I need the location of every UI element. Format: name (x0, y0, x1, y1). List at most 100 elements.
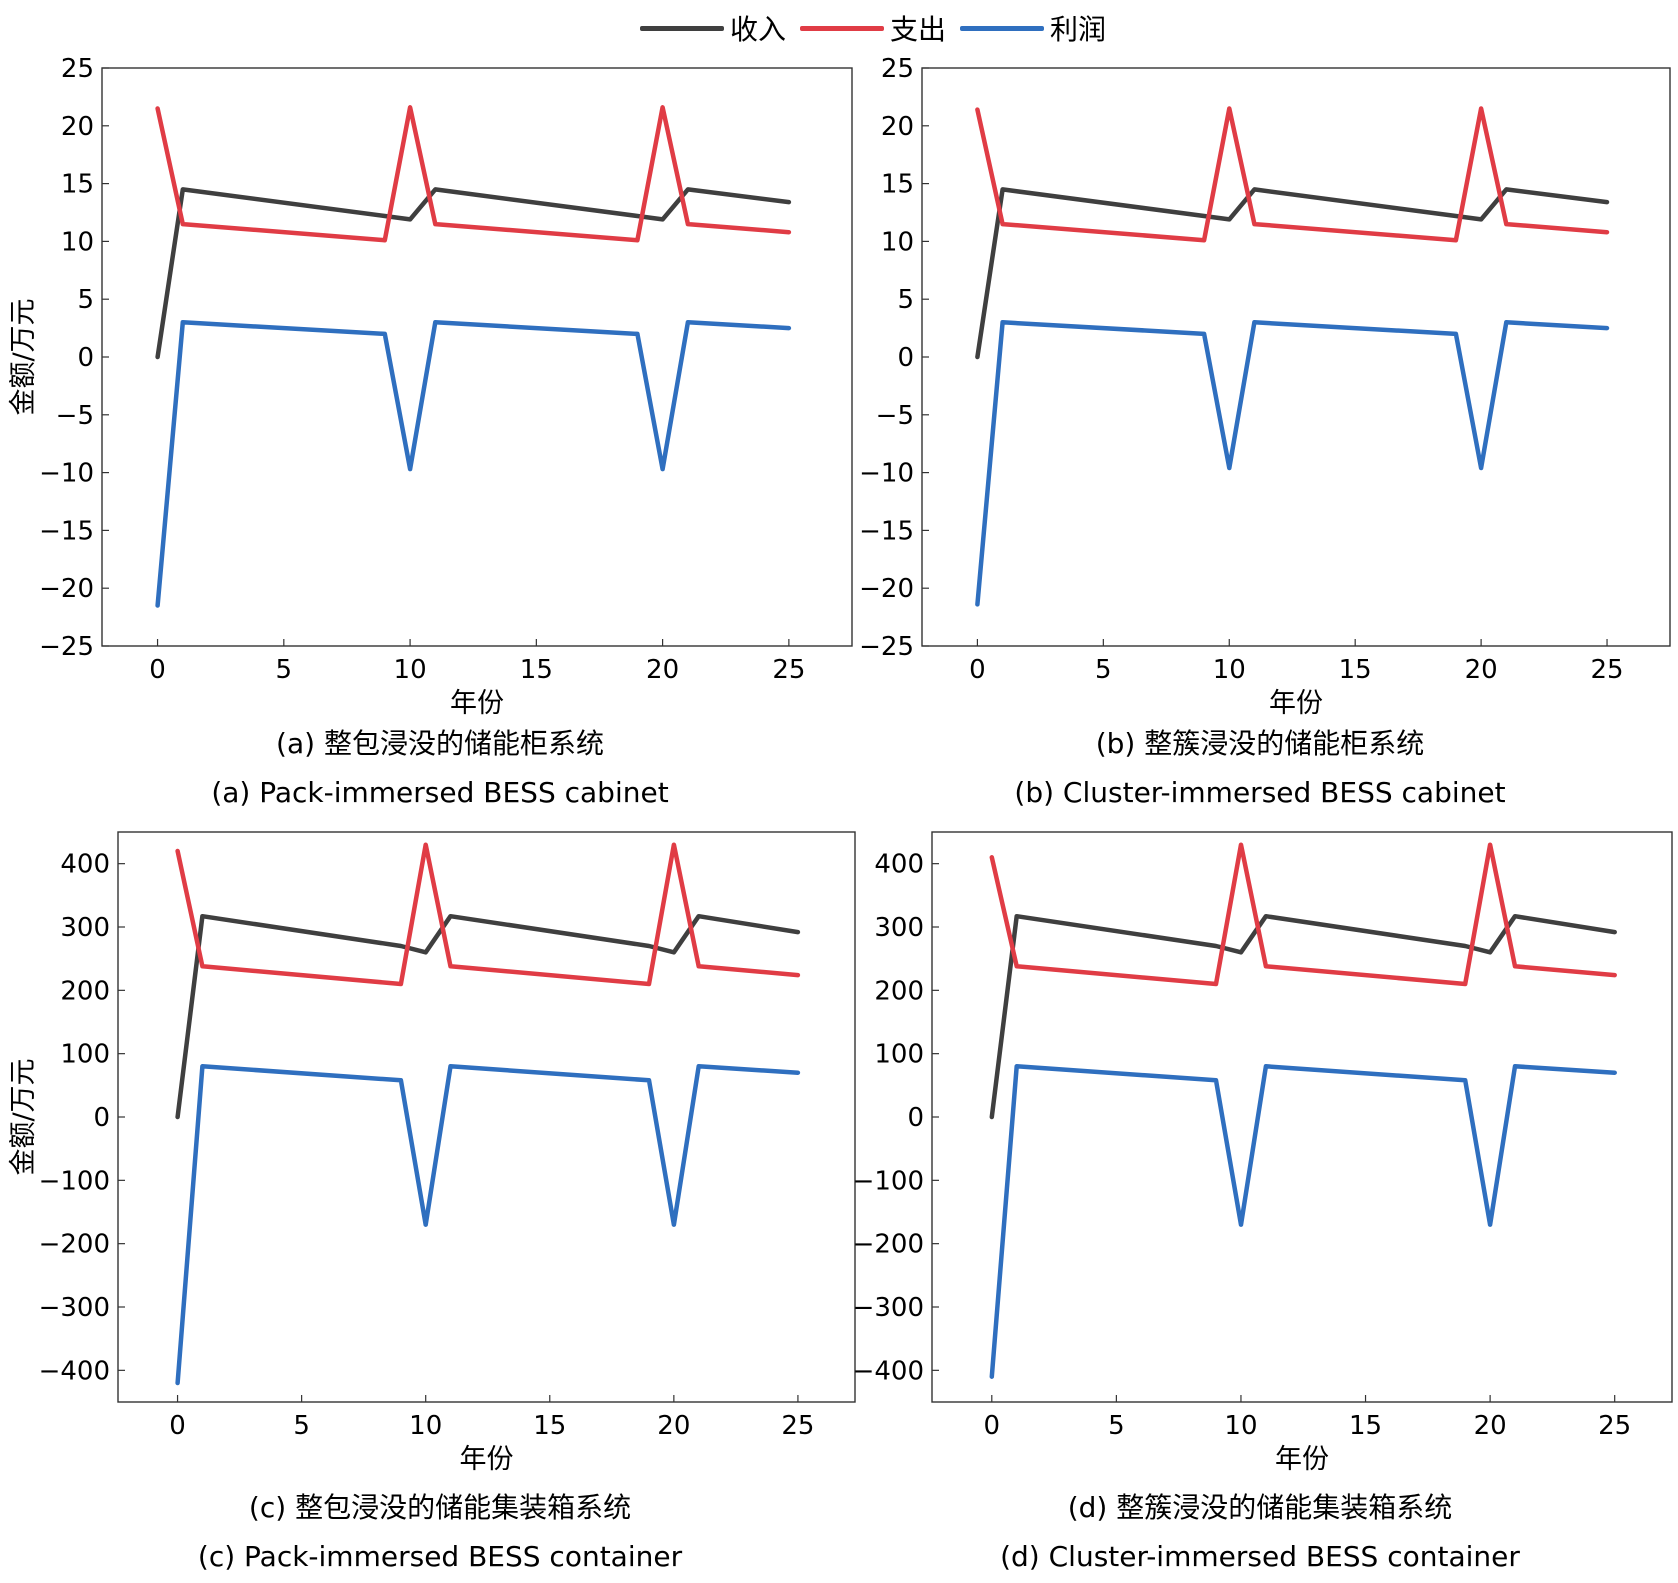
series-line-profit (975, 320, 1610, 607)
series-line-income (989, 913, 1617, 1120)
y-tick-label: 25 (61, 54, 94, 84)
y-tick-label: 400 (874, 850, 924, 880)
y-tick-label: 200 (60, 976, 110, 1006)
legend-item-expense: 支出 (800, 8, 946, 48)
plot-frame-a (101, 67, 853, 647)
y-tick-label: −400 (39, 1356, 110, 1386)
legend-item-income: 收入 (640, 8, 786, 48)
y-tick-label: 0 (93, 1103, 110, 1133)
caption-a-en: (a) Pack-immersed BESS cabinet (211, 776, 669, 809)
x-tick-label: 20 (646, 655, 679, 685)
x-tick-label: 10 (409, 1411, 442, 1441)
chart-legend: 收入 支出 利润 (640, 6, 1120, 50)
y-tick-label: −400 (853, 1356, 924, 1386)
chart-a: 25 20 15 10 5 0 −5 −10 −15 −20 −25 0 5 10 15 20 25 年份 金额/万… (8, 54, 853, 719)
y-tick-label: 20 (881, 112, 914, 142)
x-tick-label: 0 (169, 1411, 186, 1441)
x-tick-label: 15 (1349, 1411, 1382, 1441)
y-tick-label: 100 (874, 1040, 924, 1070)
y-tick-label: 0 (907, 1103, 924, 1133)
x-tick-label: 5 (1095, 655, 1112, 685)
chart-d: 400 300 200 100 0 −100 −200 −300 −400 0 5 10 15 20 25 年… (853, 831, 1673, 1475)
y-tick-label: 200 (874, 976, 924, 1006)
y-tick-label: −200 (853, 1230, 924, 1260)
legend-item-profit: 利润 (960, 8, 1106, 48)
legend-swatch-profit (960, 25, 1045, 31)
series-line-profit (989, 1064, 1617, 1379)
chart-b: 25 20 15 10 5 0 −5 −10 −15 −20 −25 0 5 10 15 20 25 年份 (859, 54, 1671, 719)
legend-label-income: 收入 (730, 13, 787, 46)
legend-label-profit: 利润 (1050, 13, 1107, 46)
caption-c-cn: (c) 整包浸没的储能集装箱系统 (248, 1491, 632, 1524)
x-axis-label: 年份 (460, 1444, 514, 1475)
legend-swatch-expense (800, 25, 885, 31)
series-line-income (975, 187, 1610, 360)
y-axis-label: 金额/万元 (8, 298, 39, 415)
y-tick-label: −100 (39, 1166, 110, 1196)
y-tick-label: −10 (39, 459, 94, 489)
y-tick-label: 300 (874, 913, 924, 943)
y-tick-label: −300 (853, 1293, 924, 1323)
plot-frame-d (931, 831, 1673, 1403)
y-tick-label: 15 (61, 170, 94, 200)
caption-d-cn: (d) 整簇浸没的储能集装箱系统 (1067, 1491, 1453, 1524)
x-tick-label: 5 (293, 1411, 310, 1441)
x-tick-label: 25 (1590, 655, 1623, 685)
y-tick-label: 20 (61, 112, 94, 142)
y-tick-label: −5 (56, 401, 94, 431)
y-tick-label: −15 (859, 516, 914, 546)
caption-b-en: (b) Cluster-immersed BESS cabinet (1014, 776, 1506, 809)
legend-label-expense: 支出 (890, 13, 947, 46)
y-tick-label: 5 (897, 285, 914, 315)
y-tick-label: 100 (60, 1040, 110, 1070)
x-axis-label: 年份 (450, 688, 504, 719)
series-line-profit (175, 1064, 801, 1386)
x-axis-label: 年份 (1275, 1444, 1329, 1475)
y-tick-label: −10 (859, 459, 914, 489)
series-line-expense (975, 106, 1610, 243)
plot-frame-c (117, 831, 856, 1403)
x-tick-label: 0 (149, 655, 166, 685)
series-line-income (175, 913, 801, 1120)
y-tick-label: 300 (60, 913, 110, 943)
series-line-profit (155, 320, 792, 608)
x-tick-label: 10 (1213, 655, 1246, 685)
y-tick-label: 0 (77, 343, 94, 373)
series-line-expense (175, 842, 801, 987)
legend-swatch-income (640, 25, 724, 31)
y-tick-label: −300 (39, 1293, 110, 1323)
x-tick-label: 0 (984, 1411, 1001, 1441)
caption-a-cn: (a) 整包浸没的储能柜系统 (276, 727, 604, 760)
x-tick-label: 10 (1224, 1411, 1257, 1441)
x-tick-label: 15 (520, 655, 553, 685)
plot-frame-b (921, 67, 1671, 647)
y-axis-label: 金额/万元 (8, 1058, 39, 1175)
x-tick-label: 25 (781, 1411, 814, 1441)
y-tick-label: 0 (897, 343, 914, 373)
x-tick-label: 15 (533, 1411, 566, 1441)
x-tick-label: 20 (657, 1411, 690, 1441)
y-tick-label: −15 (39, 516, 94, 546)
x-tick-label: 10 (394, 655, 427, 685)
x-tick-label: 25 (772, 655, 805, 685)
series-line-income (155, 187, 792, 360)
y-tick-label: 400 (60, 850, 110, 880)
y-tick-label: −25 (39, 632, 94, 662)
series-line-expense (155, 105, 792, 243)
y-tick-label: 5 (77, 285, 94, 315)
y-tick-label: −20 (859, 574, 914, 604)
x-tick-label: 20 (1474, 1411, 1507, 1441)
x-tick-label: 20 (1465, 655, 1498, 685)
x-tick-label: 0 (969, 655, 986, 685)
series-line-expense (989, 842, 1617, 987)
caption-c-en: (c) Pack-immersed BESS container (197, 1540, 683, 1573)
y-tick-label: 10 (61, 227, 94, 257)
x-axis-label: 年份 (1269, 688, 1323, 719)
y-tick-label: −5 (876, 401, 914, 431)
y-tick-label: −100 (853, 1166, 924, 1196)
y-tick-label: 10 (881, 227, 914, 257)
y-tick-label: −20 (39, 574, 94, 604)
x-tick-label: 5 (1108, 1411, 1125, 1441)
caption-b-cn: (b) 整簇浸没的储能柜系统 (1095, 727, 1425, 760)
